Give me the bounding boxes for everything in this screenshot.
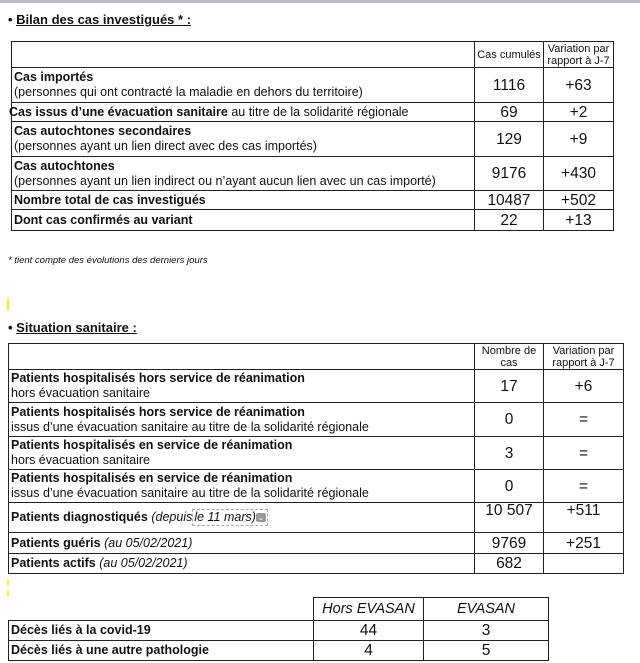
header-nombre: Nombre de cas bbox=[474, 343, 544, 370]
header-variation: Variation par rapport à J-7 bbox=[543, 41, 614, 68]
row-label: Patients actifs bbox=[11, 556, 96, 570]
window-top-border bbox=[0, 0, 640, 3]
row-inline: au titre de la solidarité régionale bbox=[227, 104, 409, 119]
row-label: Patients hospitalisés en service de réan… bbox=[11, 471, 293, 485]
row-sub: issus d’une évacuation sanitaire au titr… bbox=[11, 419, 369, 434]
row-italic: (au 05/02/2021) bbox=[99, 556, 188, 570]
row-value: 22 bbox=[474, 209, 544, 231]
highlight-mark bbox=[7, 299, 9, 310]
row-evasan-value: 3 bbox=[423, 620, 549, 641]
row-label: Cas importés bbox=[14, 70, 94, 84]
highlight-mark bbox=[7, 580, 9, 585]
row-italic: (depuis bbox=[151, 510, 193, 524]
section-title-text: Bilan des cas investigués * : bbox=[16, 12, 192, 27]
row-variation: +9 bbox=[543, 121, 614, 157]
footnote: * tient compte des évolutions des dernie… bbox=[8, 255, 208, 266]
date-field[interactable]: le 11 mars) ⌄ bbox=[192, 509, 268, 526]
table-row: Décès liés à une autre pathologie 4 5 bbox=[8, 640, 549, 661]
row-variation: +63 bbox=[543, 67, 614, 103]
row-label: Nombre total de cas investigués bbox=[14, 192, 206, 207]
table-row: Décès liés à la covid-19 44 3 bbox=[8, 620, 549, 641]
row-value: 69 bbox=[474, 102, 544, 122]
table-row: Cas autochtones secondaires (personnes ay… bbox=[11, 121, 614, 157]
row-sub: hors évacuation sanitaire bbox=[11, 453, 150, 467]
table-header-row: Hors EVASAN EVASAN bbox=[8, 597, 549, 621]
row-value: 0 bbox=[474, 469, 544, 503]
row-sub: (personnes ayant un lien indirect ou n’a… bbox=[14, 173, 436, 188]
section-title-situation: • Situation sanitaire : bbox=[8, 320, 137, 335]
table-row: Patients hospitalisés hors service de ré… bbox=[8, 369, 624, 403]
row-variation bbox=[543, 553, 624, 574]
table-row: Dont cas confirmés au variant 22 +13 bbox=[11, 209, 614, 231]
situation-table: Nombre de cas Variation par rapport à J-7… bbox=[8, 343, 624, 574]
row-hors-value: 44 bbox=[313, 620, 424, 641]
row-variation: +502 bbox=[543, 190, 614, 210]
row-sub: (personnes ayant un lien direct avec des… bbox=[14, 139, 317, 153]
row-variation: +430 bbox=[543, 156, 614, 191]
row-value: 1116 bbox=[474, 67, 544, 103]
row-label: Cas autochtones bbox=[14, 158, 115, 173]
table-row: Cas issus d’une évacuation sanitaire au … bbox=[8, 102, 614, 122]
section-title-bilan: • Bilan des cas investigués * : bbox=[8, 12, 192, 27]
row-value: 17 bbox=[474, 369, 544, 403]
header-evasan: EVASAN bbox=[423, 597, 549, 621]
row-label: Dont cas confirmés au variant bbox=[14, 212, 193, 227]
row-variation: = bbox=[543, 469, 624, 503]
table-row: Patients diagnostiqués (depuis le 11 mars… bbox=[8, 502, 624, 533]
row-label: Patients hospitalisés hors service de ré… bbox=[11, 404, 305, 419]
bilan-table: Cas cumulés Variation par rapport à J-7 C… bbox=[8, 41, 614, 231]
deces-table: Hors EVASAN EVASAN Décès liés à la covid-… bbox=[8, 597, 549, 661]
table-row: Nombre total de cas investigués 10487 +502 bbox=[11, 190, 614, 210]
row-variation: = bbox=[543, 436, 624, 470]
row-variation: +6 bbox=[543, 369, 624, 403]
table-header-row: Cas cumulés Variation par rapport à J-7 bbox=[11, 41, 614, 68]
highlight-mark bbox=[7, 591, 9, 596]
row-variation: +2 bbox=[543, 102, 614, 122]
table-header-row: Nombre de cas Variation par rapport à J-7 bbox=[8, 343, 624, 370]
table-row: Patients hospitalisés hors service de ré… bbox=[8, 402, 624, 437]
row-value: 0 bbox=[474, 402, 544, 437]
header-cas-cumules: Cas cumulés bbox=[474, 41, 544, 68]
row-value: 9176 bbox=[474, 156, 544, 191]
row-label: Décès liés à la covid-19 bbox=[11, 623, 151, 637]
row-sub: (personnes qui ont contracté la maladie … bbox=[14, 85, 363, 99]
table-row: Patients hospitalisés en service de réan… bbox=[8, 469, 624, 503]
row-sub: issus d’une évacuation sanitaire au titr… bbox=[11, 486, 369, 500]
row-variation: +13 bbox=[543, 209, 614, 231]
table-row: Patients guéris (au 05/02/2021) 9769 +251 bbox=[8, 532, 624, 554]
row-value: 682 bbox=[474, 553, 544, 574]
header-hors-evasan: Hors EVASAN bbox=[313, 597, 424, 621]
table-row: Patients hospitalisés en service de réan… bbox=[8, 436, 624, 470]
row-value: 9769 bbox=[474, 532, 544, 554]
table-row: Cas importés (personnes qui ont contracté… bbox=[11, 67, 614, 103]
row-label: Patients hospitalisés en service de réan… bbox=[11, 438, 293, 452]
row-label: Patients hospitalisés hors service de ré… bbox=[11, 371, 305, 385]
row-italic: (au 05/02/2021) bbox=[104, 535, 193, 550]
row-label: Cas issus d’une évacuation sanitaire bbox=[9, 104, 228, 119]
dropdown-chevron-icon[interactable]: ⌄ bbox=[255, 513, 266, 523]
row-label: Patients diagnostiqués bbox=[11, 510, 148, 524]
row-label: Patients guéris bbox=[11, 535, 101, 550]
header-variation: Variation par rapport à J-7 bbox=[543, 343, 624, 370]
row-value: 129 bbox=[474, 121, 544, 157]
table-row: Patients actifs (au 05/02/2021) 682 bbox=[8, 553, 624, 574]
date-text: le 11 mars) bbox=[194, 510, 256, 524]
row-value: 3 bbox=[474, 436, 544, 470]
row-hors-value: 4 bbox=[313, 640, 424, 661]
row-variation: = bbox=[543, 402, 624, 437]
row-sub: hors évacuation sanitaire bbox=[11, 386, 150, 400]
row-variation: +511 bbox=[543, 502, 624, 533]
row-variation: +251 bbox=[543, 532, 624, 554]
table-row: Cas autochtones (personnes ayant un lien … bbox=[11, 156, 614, 191]
row-label: Décès liés à une autre pathologie bbox=[11, 643, 209, 657]
row-value: 10 507 bbox=[474, 502, 544, 533]
row-value: 10487 bbox=[474, 190, 544, 210]
row-evasan-value: 5 bbox=[423, 640, 549, 661]
row-label: Cas autochtones secondaires bbox=[14, 124, 192, 138]
section-title-text: Situation sanitaire : bbox=[16, 320, 137, 335]
